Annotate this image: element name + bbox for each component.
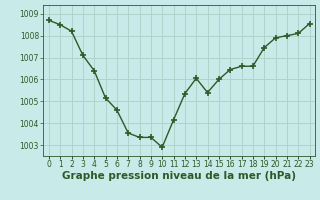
X-axis label: Graphe pression niveau de la mer (hPa): Graphe pression niveau de la mer (hPa) (62, 171, 296, 181)
